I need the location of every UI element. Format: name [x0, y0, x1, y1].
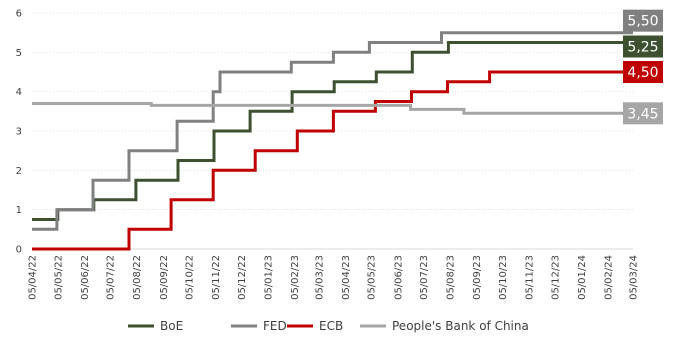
x-tick-label: 05/03/23 — [314, 255, 325, 300]
legend-label: People's Bank of China — [392, 319, 529, 333]
end-label-box — [623, 9, 663, 32]
x-tick-label: 05/12/23 — [550, 255, 561, 300]
x-tick-label: 05/02/24 — [604, 255, 615, 300]
y-tick-label: 4 — [16, 87, 22, 98]
x-tick-label: 05/10/22 — [185, 255, 196, 300]
x-tick-label: 05/05/23 — [367, 255, 378, 300]
y-tick-label: 3 — [16, 127, 22, 138]
legend-item: People's Bank of China — [360, 319, 529, 333]
x-tick-label: 05/03/24 — [629, 255, 640, 300]
x-axis-ticks: 05/04/22 05/05/22 05/06/22 05/07/22 05/08/22… — [28, 255, 640, 300]
series-lines — [32, 31, 633, 251]
end-label-text: 4,50 — [627, 65, 658, 81]
y-tick-label: 5 — [16, 48, 22, 59]
legend-label: BoE — [160, 319, 183, 333]
x-tick-label: 05/01/24 — [577, 255, 588, 300]
series-line — [32, 102, 633, 115]
end-label-box — [623, 102, 663, 125]
x-tick-label: 05/07/23 — [419, 255, 430, 300]
y-axis-ticks: 0 1 2 3 4 5 6 — [16, 9, 22, 256]
x-tick-label: 05/07/22 — [106, 255, 117, 300]
x-tick-label: 05/06/22 — [80, 255, 91, 300]
x-tick-label: 05/12/22 — [237, 255, 248, 300]
y-tick-label: 1 — [16, 205, 22, 216]
x-tick-label: 05/11/23 — [525, 255, 536, 300]
y-tick-label: 6 — [16, 9, 22, 20]
series-line — [32, 70, 633, 251]
x-tick-label: 05/02/23 — [290, 255, 301, 300]
x-tick-label: 05/05/22 — [53, 255, 64, 300]
legend-item: ECB — [287, 319, 343, 333]
legend: BoE FED ECB People's Bank of China — [128, 319, 529, 333]
legend-item: FED — [231, 319, 287, 333]
y-tick-label: 2 — [16, 166, 22, 177]
x-tick-label: 05/01/23 — [264, 255, 275, 300]
end-label: 5,25 — [623, 35, 663, 58]
x-tick-label: 05/04/23 — [341, 255, 352, 300]
end-label-box — [623, 61, 663, 83]
y-tick-label: 0 — [16, 245, 22, 256]
x-tick-label: 05/11/22 — [211, 255, 222, 300]
end-label-text: 5,50 — [627, 14, 658, 30]
x-tick-label: 05/10/23 — [498, 255, 509, 300]
end-label-box — [623, 35, 663, 58]
legend-item: BoE — [128, 319, 183, 333]
x-tick-label: 05/06/23 — [393, 255, 404, 300]
x-tick-label: 05/09/22 — [159, 255, 170, 300]
legend-label: FED — [263, 319, 287, 333]
x-tick-label: 05/08/22 — [132, 255, 143, 300]
x-tick-label: 05/09/23 — [472, 255, 483, 300]
x-tick-label: 05/08/23 — [446, 255, 457, 300]
legend-label: ECB — [319, 319, 343, 333]
end-label: 4,50 — [623, 61, 663, 83]
end-value-labels: 5,25 5,50 4,50 3,45 — [623, 9, 663, 125]
end-label: 5,50 — [623, 9, 663, 32]
end-label-text: 3,45 — [627, 106, 658, 122]
x-tick-label: 05/04/22 — [28, 255, 39, 300]
end-label-text: 5,25 — [627, 40, 658, 56]
end-label: 3,45 — [623, 102, 663, 125]
series-line — [32, 31, 633, 231]
